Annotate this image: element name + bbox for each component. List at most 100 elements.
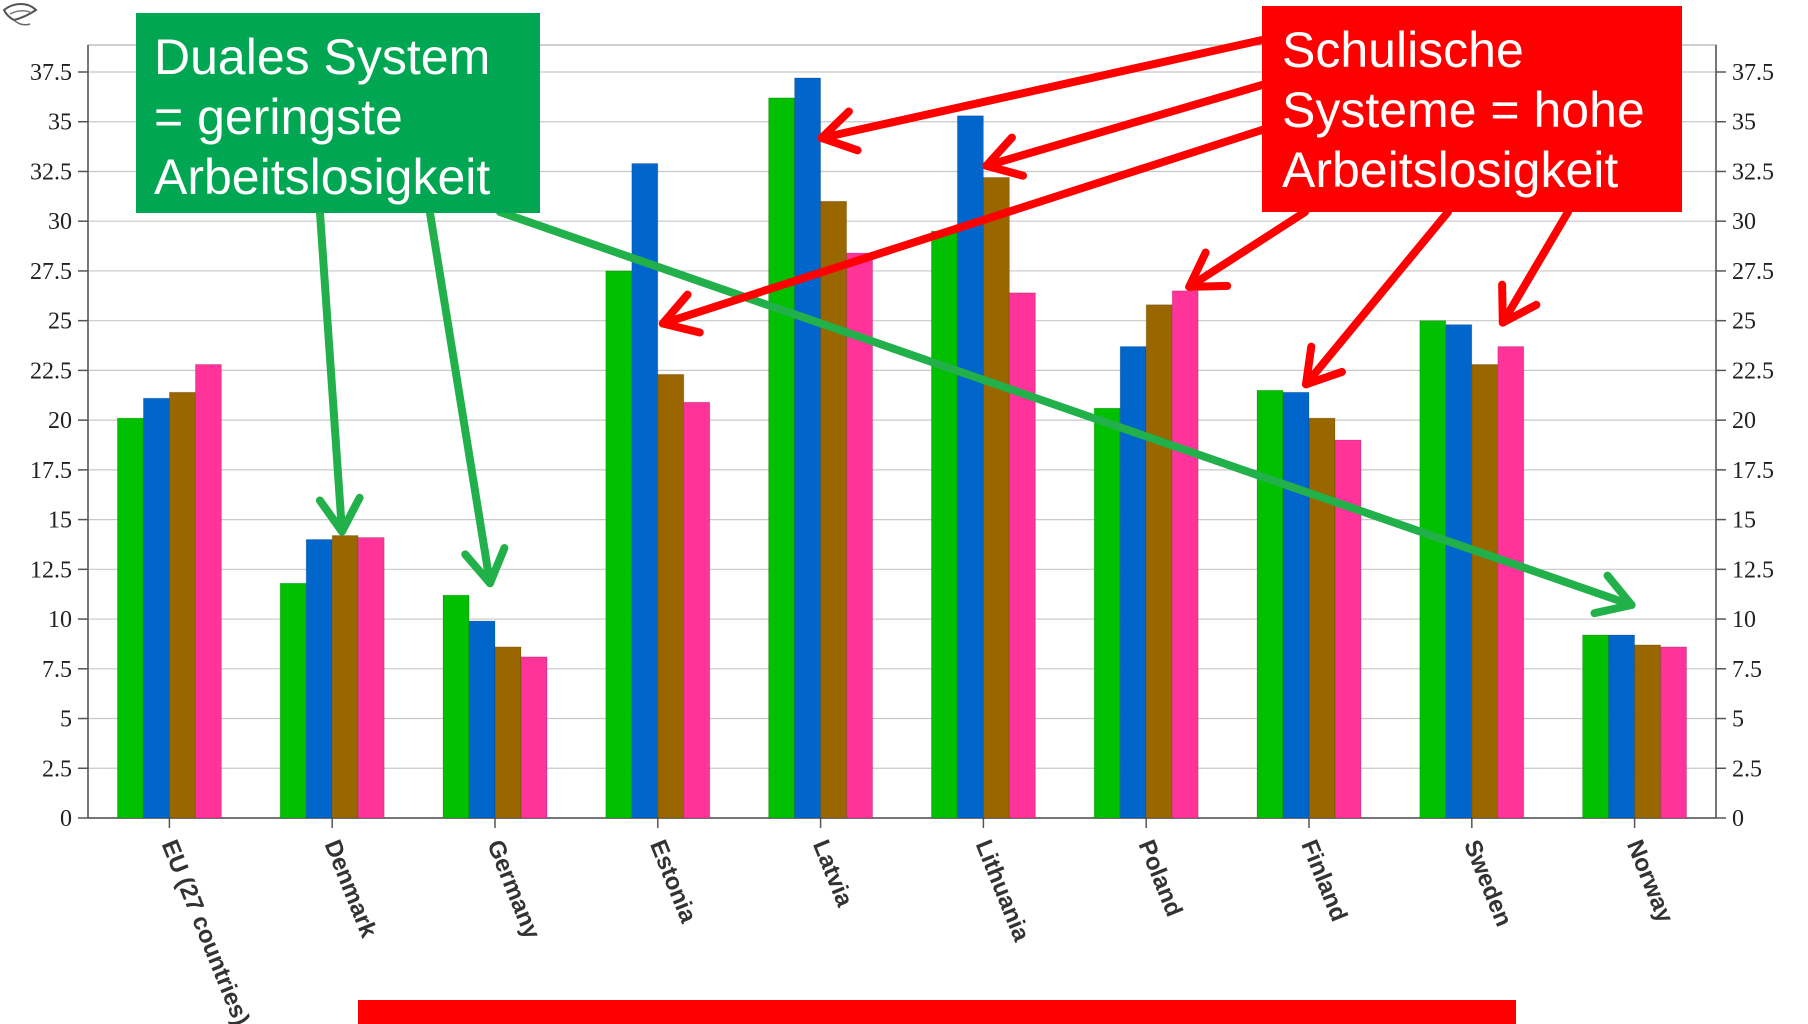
- bar: [957, 115, 984, 819]
- bar: [195, 364, 222, 818]
- y-tick-label-left: 22.5: [30, 358, 72, 384]
- bar: [631, 163, 658, 818]
- school-arrow-finland-head: [1302, 342, 1346, 389]
- school-arrow-poland-head: [1185, 248, 1232, 291]
- dual-arrow-germany: [426, 209, 494, 588]
- bar: [280, 583, 307, 818]
- school-arrow-finland: [1302, 208, 1452, 389]
- y-tick-label-right: 2.5: [1732, 756, 1762, 782]
- bar-outline: [1171, 290, 1199, 819]
- y-tick-label-right: 32.5: [1732, 159, 1774, 185]
- school-annotation-line-2: Systeme = hohe: [1282, 82, 1645, 138]
- bar: [605, 270, 632, 818]
- y-tick-label-right: 5: [1732, 707, 1744, 733]
- bar-outline: [1660, 646, 1688, 819]
- school-arrow-sweden: [1498, 208, 1572, 327]
- school-annotation-line-1: Schulische: [1282, 22, 1524, 78]
- bar: [1471, 364, 1498, 818]
- bar: [1419, 320, 1446, 818]
- bar-outline: [1334, 439, 1362, 819]
- bar: [117, 418, 144, 818]
- y-tick-label-left: 35: [48, 110, 72, 136]
- bar: [683, 402, 710, 818]
- y-tick-label-right: 12.5: [1732, 557, 1774, 583]
- x-tick-label: Denmark: [319, 836, 383, 942]
- y-tick-label-left: 15: [48, 508, 72, 534]
- school-arrow-estonia: [658, 126, 1266, 328]
- bar: [1335, 440, 1361, 818]
- logo-image: [0, 0, 70, 52]
- school-arrow-latvia-head: [817, 107, 862, 155]
- y-tick-label-right: 25: [1732, 309, 1756, 335]
- y-tick-label-left: 20: [48, 408, 72, 434]
- y-tick-label-right: 15: [1732, 508, 1756, 534]
- bar: [1009, 292, 1036, 818]
- x-tick-label: Sweden: [1458, 836, 1517, 930]
- school-arrow-lithuania: [982, 81, 1266, 170]
- dual-arrow-norway-head: [1590, 571, 1636, 618]
- y-tick-label-right: 27.5: [1732, 259, 1774, 285]
- bar: [143, 398, 170, 818]
- dual-annotation-line-2: = geringste: [154, 89, 403, 145]
- school-arrow-latvia: [817, 36, 1266, 142]
- bar: [495, 646, 521, 818]
- dual-arrow-denmark: [316, 209, 346, 536]
- bar: [469, 621, 495, 818]
- y-tick-label-left: 30: [48, 209, 72, 235]
- bar: [358, 537, 385, 818]
- y-tick-label-right: 35: [1732, 110, 1756, 136]
- school-arrow-sweden-head: [1498, 280, 1541, 327]
- y-tick-label-left: 12.5: [30, 557, 72, 583]
- bar-outline: [357, 537, 385, 819]
- y-tick-label-right: 30: [1732, 209, 1756, 235]
- dual-annotation-line-3: Arbeitslosigkeit: [154, 149, 491, 205]
- footer-bar: [358, 1000, 1516, 1024]
- dual-arrow-germany-head: [461, 544, 509, 588]
- bar-outline: [520, 656, 548, 819]
- school-system-annotation: Schulische Systeme = hohe Arbeitslosigke…: [1262, 6, 1682, 212]
- dual-arrow-norway: [496, 208, 1636, 609]
- y-tick-label-left: 7.5: [42, 657, 72, 683]
- x-tick-label: Poland: [1133, 836, 1188, 920]
- bar: [1094, 408, 1121, 818]
- y-tick-label-left: 17.5: [30, 458, 72, 484]
- bar: [1634, 644, 1661, 818]
- bar: [1445, 324, 1472, 818]
- y-tick-label-left: 25: [48, 309, 72, 335]
- bar: [1497, 346, 1524, 818]
- x-tick-label: Latvia: [807, 836, 858, 911]
- bar: [1582, 634, 1609, 818]
- y-tick-label-right: 22.5: [1732, 358, 1774, 384]
- x-tick-label: Estonia: [644, 836, 702, 927]
- y-tick-label-right: 20: [1732, 408, 1756, 434]
- bar: [1283, 392, 1309, 818]
- school-arrow-lithuania-head: [982, 133, 1028, 180]
- school-arrow-poland: [1185, 208, 1309, 291]
- bar-outline: [1497, 346, 1525, 819]
- bar: [931, 231, 958, 818]
- bar-outline: [1008, 292, 1036, 819]
- bar: [1120, 346, 1147, 818]
- bar: [1146, 304, 1173, 818]
- bar: [657, 374, 684, 818]
- x-tick-label: EU (27 countries): [156, 836, 255, 1024]
- bar-outline: [683, 401, 711, 819]
- bar: [306, 539, 333, 818]
- bar: [1257, 390, 1283, 818]
- dual-system-annotation: Duales System = geringste Arbeitslosigke…: [136, 13, 540, 213]
- bar: [846, 253, 873, 819]
- school-arrow-estonia-head: [658, 290, 704, 337]
- y-tick-label-left: 32.5: [30, 159, 72, 185]
- y-tick-label-right: 10: [1732, 607, 1756, 633]
- bar: [794, 77, 821, 818]
- y-tick-label-right: 37.5: [1732, 60, 1774, 86]
- bar: [443, 595, 469, 818]
- bar: [169, 392, 196, 818]
- y-tick-label-left: 10: [48, 607, 72, 633]
- bar: [1660, 646, 1687, 818]
- y-tick-label-right: 0: [1732, 806, 1744, 832]
- bar: [1172, 290, 1199, 818]
- y-tick-label-left: 0: [60, 806, 72, 832]
- x-tick-label: Norway: [1621, 836, 1679, 927]
